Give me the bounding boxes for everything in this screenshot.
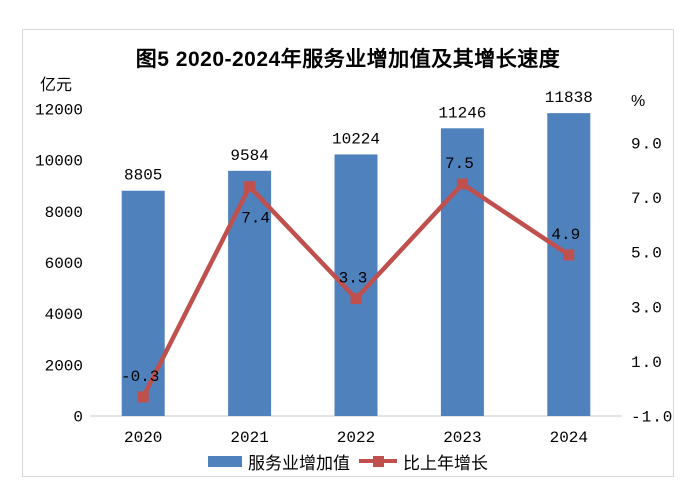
right-axis-unit-label: %: [631, 93, 646, 110]
left-axis-unit-label: 亿元: [40, 77, 73, 94]
legend: 服务业增加值 比上年增长: [23, 449, 673, 473]
legend-line-swatch-icon: [359, 455, 397, 468]
legend-line-label: 比上年增长: [403, 453, 488, 473]
legend-line-marker-icon: [372, 455, 384, 467]
legend-bar-label: 服务业增加值: [248, 453, 350, 473]
legend-bar-swatch-icon: [208, 455, 242, 467]
legend-item-bar: 服务业增加值: [208, 449, 350, 474]
legend-item-line: 比上年增长: [359, 449, 488, 474]
chart-title: 图5 2020-2024年服务业增加值及其增长速度: [135, 48, 561, 71]
chart-frame: 图5 2020-2024年服务业增加值及其增长速度 亿元 % 服务业增加值 比上…: [22, 29, 674, 477]
